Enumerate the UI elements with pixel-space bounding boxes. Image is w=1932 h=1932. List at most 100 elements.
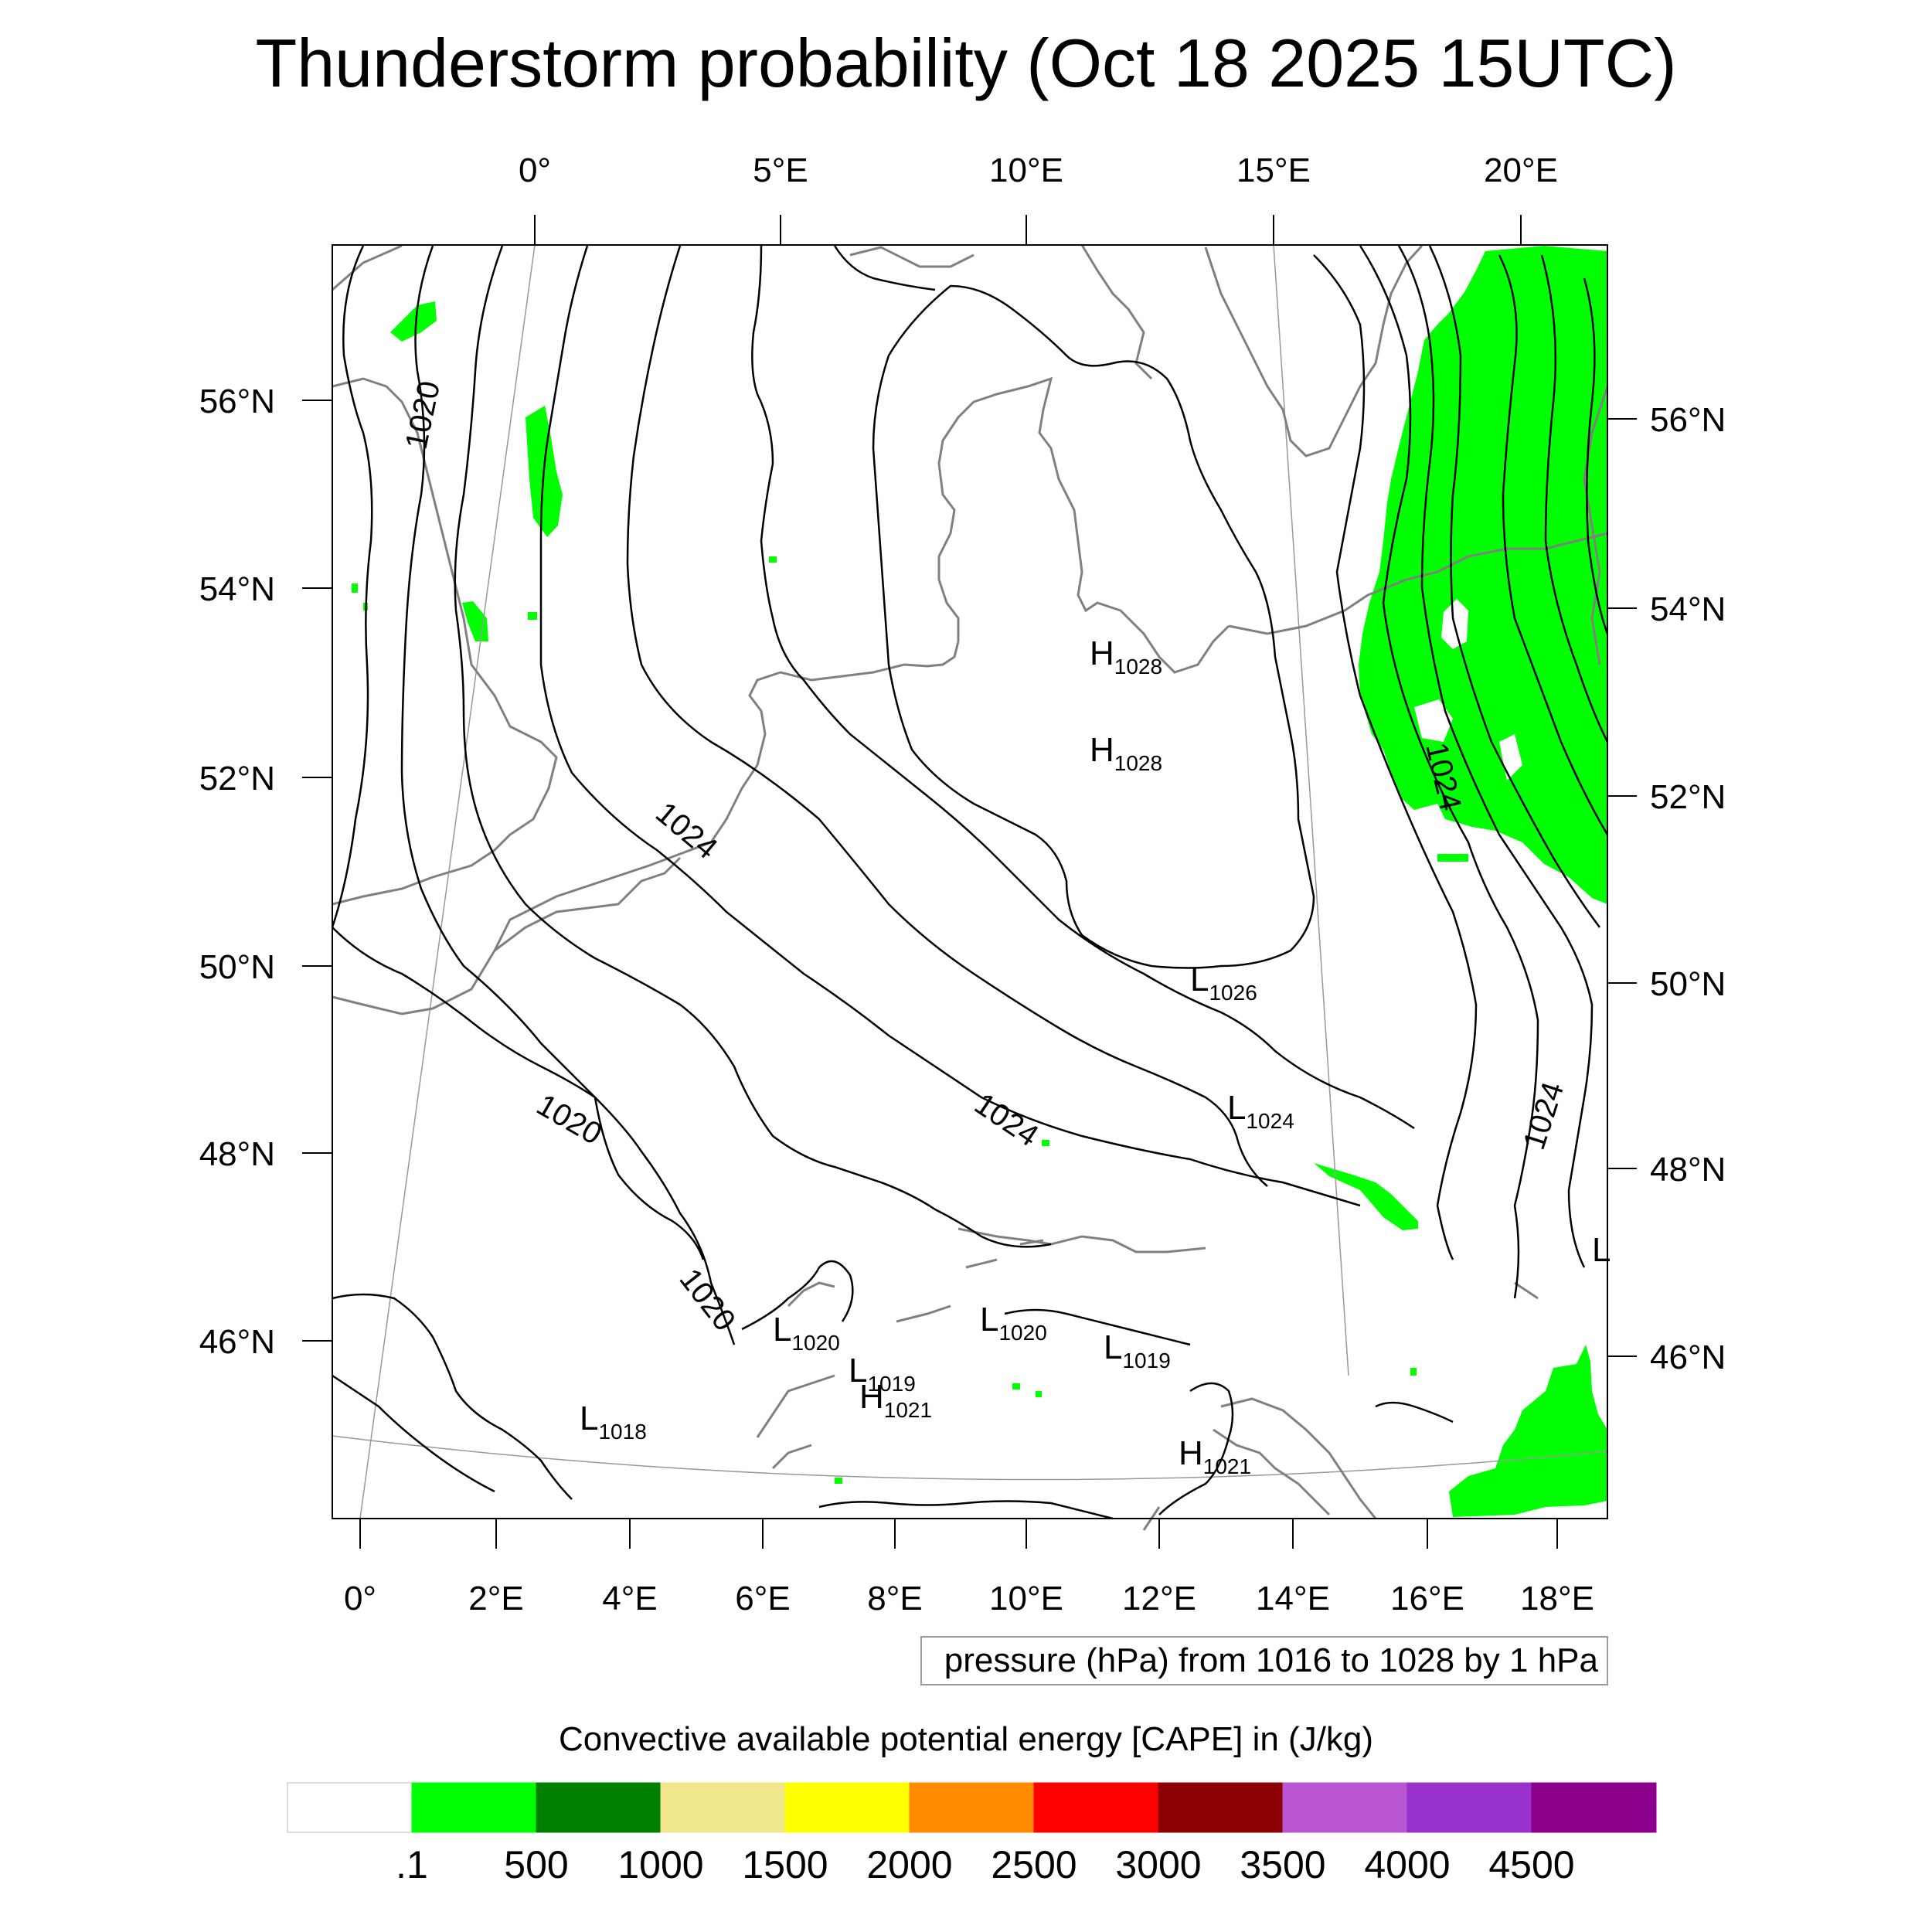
right-latitude-labels: 56°N 54°N 52°N 50°N 48°N 46°N [1650,401,1726,1376]
colorbar-swatch [287,1782,413,1833]
bottom-lon-label: 14°E [1256,1580,1330,1617]
isobar-14 [1540,254,1609,743]
colorbar-swatch [1406,1782,1532,1833]
top-lon-label: 20°E [1484,151,1558,189]
left-lat-label: 54°N [199,570,275,608]
pressure-system-value: 1018 [598,1420,646,1444]
left-lat-label: 52°N [199,760,275,798]
colorbar-swatch [536,1782,662,1833]
pressure-note-box: pressure (hPa) from 1016 to 1028 by 1 hP… [920,1636,1608,1685]
top-lon-label: 0° [519,151,551,189]
cape-region-southeast [1449,1345,1607,1517]
isobar-8 [833,245,936,291]
colorbar-tick-label: 3500 [1240,1843,1325,1886]
isobar-16 [332,927,705,1260]
map-panel: 1020 1024 1024 1020 1020 1024 1024 H1028… [331,244,1611,1531]
cape-speck-3 [769,556,777,563]
isobar-2 [400,245,736,1345]
bottom-longitude-labels: 0° 2°E 4°E 6°E 8°E 10°E 12°E 14°E 16°E 1… [344,1580,1594,1617]
parallel-45n [332,1435,1608,1481]
bottom-lon-label: 8°E [867,1580,922,1617]
pressure-system-type: L [580,1400,598,1437]
colorbar-swatches [287,1782,1657,1833]
pressure-system-value: 1019 [1122,1349,1170,1372]
pressure-system-label: L1026 [1190,961,1257,1005]
isobar-11 [1397,245,1594,1268]
pressure-system-type: L [980,1301,998,1338]
map-frame [332,244,1608,1519]
pressure-system-type: L [1190,961,1209,998]
colorbar: Convective available potential energy [C… [287,1720,1657,1886]
cape-speck-8 [835,1478,842,1484]
coast-ligurian [756,1374,835,1470]
pressure-system-label: L1024 [1227,1089,1294,1133]
bottom-lon-label: 2°E [468,1580,523,1617]
pressure-note-frame [920,1636,1608,1685]
cape-speck-9 [1410,1368,1417,1376]
pressure-system-type: H [1090,731,1114,769]
cape-region-east [1359,246,1607,904]
top-lon-label: 10°E [989,151,1063,189]
left-lat-label: 50°N [199,948,275,986]
bottom-lon-label: 0° [344,1580,376,1617]
colorbar-swatch [660,1782,786,1833]
colorbar-swatch [1033,1782,1159,1833]
cape-region-alps-east [1314,1163,1418,1230]
cape-region-north-sea-2 [390,301,437,342]
colorbar-tick-label: 500 [504,1843,568,1886]
top-lon-label: 15°E [1236,151,1311,189]
pressure-system-label: H1028 [1090,634,1162,679]
pressure-system-label: L1019 [1104,1328,1171,1372]
coast-france-north [332,787,743,1015]
isobar-1 [331,245,373,928]
cape-speck-4 [528,612,537,620]
right-lat-label: 48°N [1650,1151,1726,1189]
isobar-15 [1583,277,1609,634]
lakes-alps [787,1239,1539,1323]
top-longitude-labels: 0° 5°E 10°E 15°E 20°E [519,151,1558,189]
pressure-system-type: L [849,1352,867,1389]
pressure-system-value: 1026 [1209,981,1257,1005]
right-lat-label: 56°N [1650,401,1726,439]
colorbar-swatch [909,1782,1035,1833]
border-france-belgium [494,856,682,952]
isobars [331,245,1609,1520]
pressure-system-type: L [773,1311,791,1349]
colorbar-tick-label: 1000 [617,1843,703,1886]
coast-eastern [1583,386,1609,665]
isobar-21 [1004,1308,1191,1346]
cape-speck-7 [1036,1391,1042,1397]
isobar-3 [454,245,1052,1248]
axis-ticks [302,215,1637,1549]
cape-speck-6 [1012,1383,1020,1389]
pressure-system-type: H [1090,634,1114,672]
pressure-system-label: H1021 [859,1378,932,1422]
isobar-9 [1313,254,1478,1260]
pressure-system-value: 1020 [791,1331,839,1355]
bottom-lon-label: 4°E [602,1580,657,1617]
colorbar-tick-label: 4000 [1364,1843,1450,1886]
bottom-lon-label: 16°E [1390,1580,1464,1617]
pressure-system-type: H [1179,1434,1203,1472]
bottom-lon-label: 12°E [1122,1580,1196,1617]
isobar-19 [1158,1382,1234,1515]
pressure-system-label: L1020 [980,1301,1047,1345]
colorbar-tick-label: 2500 [991,1843,1077,1886]
pressure-systems: H1028 H1028 L1026 L1024 L1020 L1019 H102… [580,634,1611,1478]
colorbar-tick-label: 2000 [866,1843,952,1886]
isobar-7 [872,284,1315,969]
coast-britain [332,244,558,906]
left-lat-label: 46°N [199,1323,275,1361]
colorbar-tick-label: 1500 [742,1843,828,1886]
pressure-note-text: pressure (hPa) from 1016 to 1028 by 1 hP… [944,1641,1599,1679]
left-lat-label: 56°N [199,383,275,420]
colorbar-swatch [411,1782,537,1833]
cape-regions [352,246,1607,1517]
pressure-system-label: L1019 [849,1352,916,1396]
colorbar-swatch [784,1782,910,1833]
colorbar-swatch [1531,1782,1657,1833]
coast-scandinavia [849,244,1423,457]
isobar-17 [332,1293,573,1500]
coast-adriatic [1213,1397,1377,1519]
